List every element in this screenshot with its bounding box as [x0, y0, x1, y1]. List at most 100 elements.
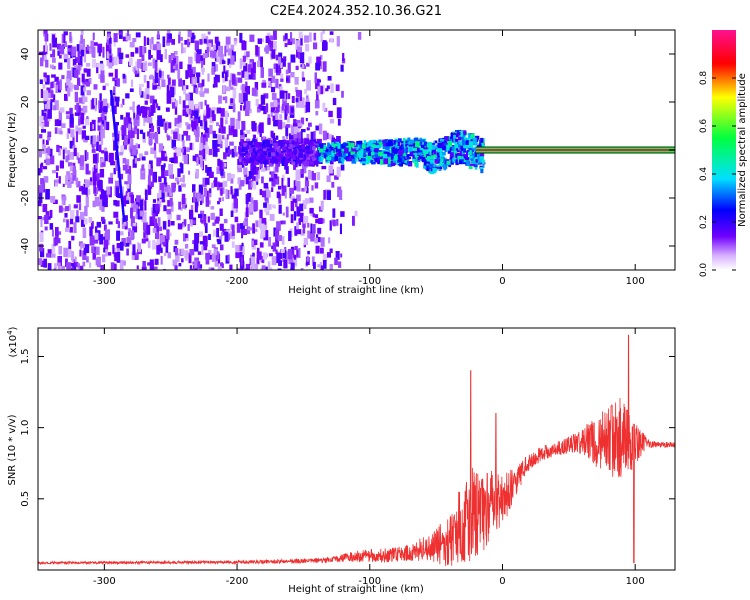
noise-cell [132, 222, 138, 233]
noise-cell [178, 31, 181, 35]
noise-cell [181, 183, 186, 188]
noise-cell [146, 81, 150, 92]
noise-cell [278, 204, 282, 214]
noise-cell [217, 266, 222, 270]
noise-cell [270, 171, 275, 178]
band-cell [417, 147, 420, 152]
noise-cell [224, 231, 229, 242]
noise-cell [152, 133, 157, 138]
noise-cell [175, 117, 180, 124]
band-cell [393, 140, 397, 143]
noise-cell [101, 120, 106, 125]
noise-cells [38, 30, 362, 270]
noise-cell [93, 246, 97, 251]
band-cell [367, 159, 373, 163]
band-cell [387, 160, 391, 164]
noise-cell [249, 34, 255, 42]
noise-cell [235, 244, 240, 254]
band-cell [424, 147, 428, 150]
noise-cell [100, 158, 105, 164]
noise-cell [194, 104, 199, 109]
noise-cell [329, 220, 332, 231]
band-cell [325, 152, 330, 155]
noise-cell [186, 123, 191, 130]
band-cell [241, 153, 246, 156]
band-cell [454, 130, 459, 135]
band-cell [440, 139, 445, 142]
noise-cell [166, 208, 172, 215]
band-cell [335, 146, 339, 152]
band-cell [309, 147, 314, 150]
noise-cell [305, 198, 310, 204]
noise-cell [293, 254, 297, 260]
noise-cell [239, 58, 242, 69]
noise-cell [203, 120, 208, 131]
noise-cell [183, 85, 187, 95]
noise-cell [126, 237, 132, 245]
band-cell [405, 143, 408, 147]
band-cell [408, 157, 412, 160]
band-cell [475, 156, 479, 161]
noise-cell [136, 195, 141, 203]
band-cell [263, 160, 268, 165]
noise-cell [256, 106, 261, 113]
noise-cell [144, 200, 147, 211]
noise-cell [142, 132, 146, 140]
noise-cell [209, 50, 214, 58]
noise-cell [279, 90, 285, 99]
band-cell [268, 161, 274, 167]
noise-cell [275, 135, 279, 140]
band-cell [456, 144, 461, 148]
band-cell [362, 144, 366, 149]
noise-cell [103, 224, 107, 231]
noise-cell [248, 171, 253, 179]
noise-cell [204, 223, 208, 233]
noise-cell [113, 211, 119, 218]
noise-cell [90, 122, 93, 132]
band-cell [479, 157, 484, 163]
noise-cell [149, 181, 154, 187]
band-cell [445, 141, 449, 147]
noise-cell [241, 227, 244, 239]
band-cell [350, 155, 355, 159]
noise-cell [43, 30, 48, 34]
colorbar-tick-label: 0.0 [699, 263, 709, 278]
noise-cell [274, 100, 278, 107]
band-cell [390, 144, 393, 149]
noise-cell [242, 229, 247, 235]
band-cell [356, 146, 361, 152]
noise-cell [136, 119, 140, 127]
noise-cell [181, 204, 186, 209]
noise-cell [136, 128, 139, 140]
noise-cell [227, 48, 232, 56]
x-tick-label: 100 [626, 576, 645, 587]
noise-cell [125, 221, 128, 227]
noise-cell [322, 61, 327, 72]
noise-cell [275, 64, 279, 73]
noise-cell [220, 169, 224, 176]
band-cell [370, 159, 373, 164]
noise-cell [80, 211, 85, 220]
noise-cell [331, 181, 335, 188]
noise-cell [200, 214, 203, 223]
noise-cell [75, 177, 79, 185]
noise-cell [313, 131, 316, 142]
noise-cell [245, 176, 249, 185]
noise-cell [285, 206, 289, 218]
noise-cell [300, 35, 303, 46]
band-cell [254, 151, 260, 156]
band-cell [360, 149, 364, 153]
noise-cell [170, 201, 174, 212]
band-cell [318, 143, 324, 147]
noise-cell [194, 257, 199, 262]
noise-cell [59, 130, 63, 135]
noise-cell [142, 107, 148, 118]
noise-cell [230, 125, 235, 133]
band-cell [249, 142, 253, 147]
noise-cell [199, 150, 204, 156]
noise-cell [152, 102, 156, 113]
noise-cell [115, 218, 119, 224]
noise-cell [216, 167, 221, 174]
noise-cell [281, 236, 285, 245]
noise-cell [157, 86, 161, 90]
